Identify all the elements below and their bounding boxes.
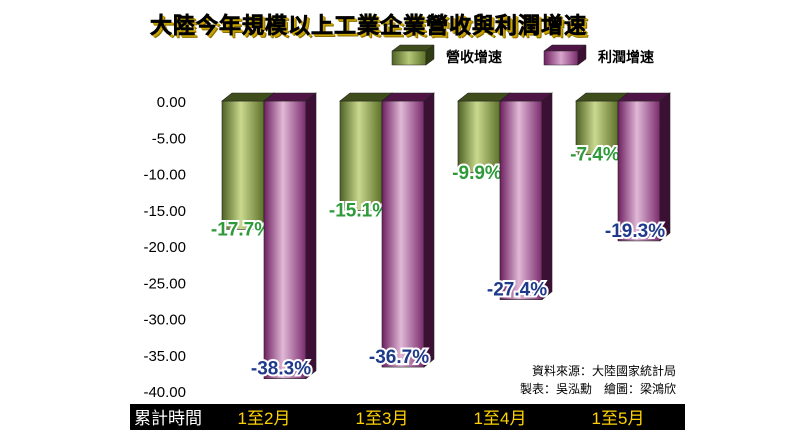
- y-tick-label: -30.00: [143, 312, 186, 329]
- makers: 製表：吳泓勳 繪圖：梁鴻欣: [519, 382, 676, 396]
- bar: [617, 92, 671, 242]
- data-label: -17.7%: [211, 219, 271, 240]
- y-tick-label: -25.00: [143, 275, 186, 292]
- data-label: -38.3%: [251, 359, 311, 380]
- x-tick-label: 1至3月: [356, 409, 409, 428]
- y-tick-label: -15.00: [143, 203, 186, 220]
- x-tick-label: 1至4月: [474, 409, 527, 428]
- y-tick-label: 0.00: [157, 94, 186, 111]
- data-source: 資料來源：大陸國家統計局: [531, 364, 676, 378]
- legend-item: 利潤增速: [543, 44, 654, 66]
- y-tick-label: -20.00: [143, 239, 186, 256]
- x-tick-label: 1至5月: [592, 409, 645, 428]
- bar: [263, 92, 317, 380]
- data-label: -19.3%: [605, 221, 665, 242]
- data-label: -27.4%: [487, 280, 547, 301]
- legend-label: 利潤增速: [598, 49, 654, 65]
- credits: 資料來源：大陸國家統計局 製表：吳泓勳 繪圖：梁鴻欣: [476, 362, 676, 398]
- x-axis-band: [130, 404, 685, 430]
- x-axis-label: 累計時間: [134, 409, 202, 428]
- bar: [381, 92, 435, 368]
- data-label: -7.4%: [570, 145, 620, 166]
- bar: [499, 92, 553, 301]
- y-tick-label: -40.00: [143, 384, 186, 401]
- legend-label: 營收增速: [446, 49, 502, 65]
- data-label: -36.7%: [369, 347, 429, 368]
- data-label: -15.1%: [329, 200, 389, 221]
- legend-item: 營收增速: [391, 44, 502, 66]
- data-label: -9.9%: [452, 163, 502, 184]
- y-tick-label: -10.00: [143, 167, 186, 184]
- x-tick-label: 1至2月: [238, 409, 291, 428]
- chart-title: 大陸今年規模以上工業企業營收與利潤增速: [150, 14, 588, 40]
- y-tick-label: -5.00: [152, 130, 186, 147]
- y-tick-label: -35.00: [143, 348, 186, 365]
